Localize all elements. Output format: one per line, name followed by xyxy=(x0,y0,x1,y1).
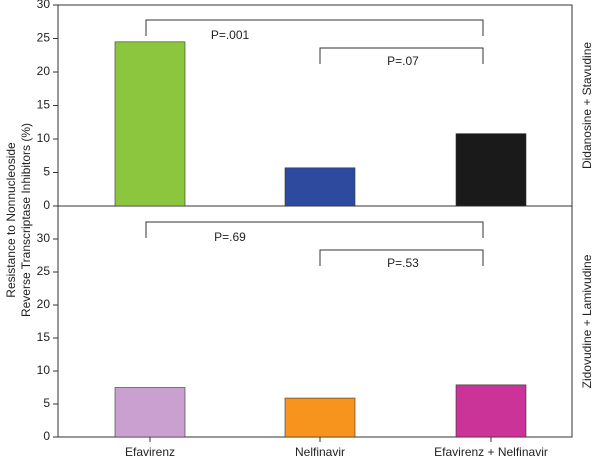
y-tick-label: 30 xyxy=(37,0,51,11)
annotation-bg xyxy=(375,54,431,70)
annotation-bg xyxy=(375,256,431,272)
y-tick-label: 15 xyxy=(37,98,51,112)
bar xyxy=(114,41,186,207)
p-value-annotation: P=.001 xyxy=(211,28,250,42)
bar xyxy=(455,384,527,438)
y-tick-label: 15 xyxy=(37,330,51,344)
y-tick-label: 0 xyxy=(43,198,50,212)
p-value-annotation: P=.07 xyxy=(387,54,419,68)
x-tick-label: Efavirenz xyxy=(125,445,175,459)
y-tick-label: 10 xyxy=(37,363,51,377)
y-tick-label: 5 xyxy=(43,396,50,410)
significance-bracket xyxy=(145,19,484,36)
panel-label: Zidovudine + Lamivudine xyxy=(580,254,594,388)
y-axis-label: Reverse Transcriptase Inhibitors (%) xyxy=(19,123,33,317)
y-tick-label: 5 xyxy=(43,165,50,179)
p-value-annotation: P=.53 xyxy=(387,256,419,270)
bar xyxy=(284,397,356,438)
bar xyxy=(455,133,527,207)
y-tick-label: 20 xyxy=(37,64,51,78)
y-tick-label: 25 xyxy=(37,31,51,45)
y-tick-label: 0 xyxy=(43,429,50,443)
x-tick-label: Nelfinavir xyxy=(295,445,345,459)
y-axis-label: Resistance to Nonnucleoside xyxy=(4,142,18,298)
bar xyxy=(284,167,356,207)
significance-bracket xyxy=(145,221,484,238)
y-tick-label: 20 xyxy=(37,297,51,311)
annotation-bg xyxy=(202,230,258,246)
y-tick-label: 30 xyxy=(37,231,51,245)
annotation-bg xyxy=(202,28,258,44)
bar xyxy=(114,387,186,438)
panel-label: Didanosine + Stavudine xyxy=(580,42,594,169)
y-tick-label: 25 xyxy=(37,264,51,278)
x-tick-label: Efavirenz + Nelfinavir xyxy=(434,445,548,459)
significance-bracket xyxy=(319,47,484,64)
p-value-annotation: P=.69 xyxy=(214,230,246,244)
y-tick-label: 10 xyxy=(37,131,51,145)
significance-bracket xyxy=(319,249,484,266)
